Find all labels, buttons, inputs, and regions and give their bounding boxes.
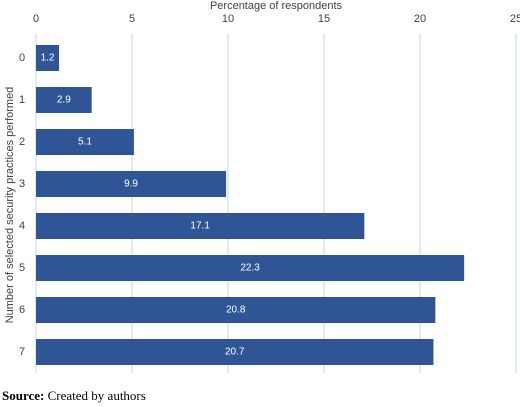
x-tick-label: 10 [222,13,234,25]
y-tick-label: 4 [19,220,25,232]
x-tick-label: 20 [414,13,426,25]
data-label: 22.3 [240,263,260,274]
y-tick-label: 6 [19,304,25,316]
source-label: Source: [2,388,44,403]
x-tick-label: 15 [318,13,330,25]
bar [36,254,465,282]
data-label: 5.1 [78,137,92,148]
data-label: 17.1 [190,221,210,232]
x-tick-label: 5 [129,13,135,25]
data-label: 20.8 [226,305,246,316]
x-axis-title: Percentage of respondents [210,0,343,12]
data-label: 9.9 [124,179,138,190]
y-tick-label: 0 [19,52,25,64]
y-tick-label: 7 [19,346,25,358]
bar [36,128,134,156]
bar [36,338,434,366]
source: Source: Created by authors [2,388,146,403]
bar [36,296,436,324]
y-axis-title: Number of selected security practices pe… [4,87,16,324]
source-text: Created by authors [48,388,146,403]
y-tick-label: 2 [19,136,25,148]
data-label: 20.7 [225,347,245,358]
x-tick-label: 25 [510,13,520,25]
y-tick-label: 1 [19,94,25,106]
bar [36,170,227,198]
x-tick-label: 0 [33,13,39,25]
y-tick-label: 3 [19,178,25,190]
y-tick-label: 5 [19,262,25,274]
bar [36,86,92,114]
data-label: 1.2 [41,53,55,64]
bar [36,44,60,72]
bar [36,212,365,240]
data-label: 2.9 [57,95,71,106]
